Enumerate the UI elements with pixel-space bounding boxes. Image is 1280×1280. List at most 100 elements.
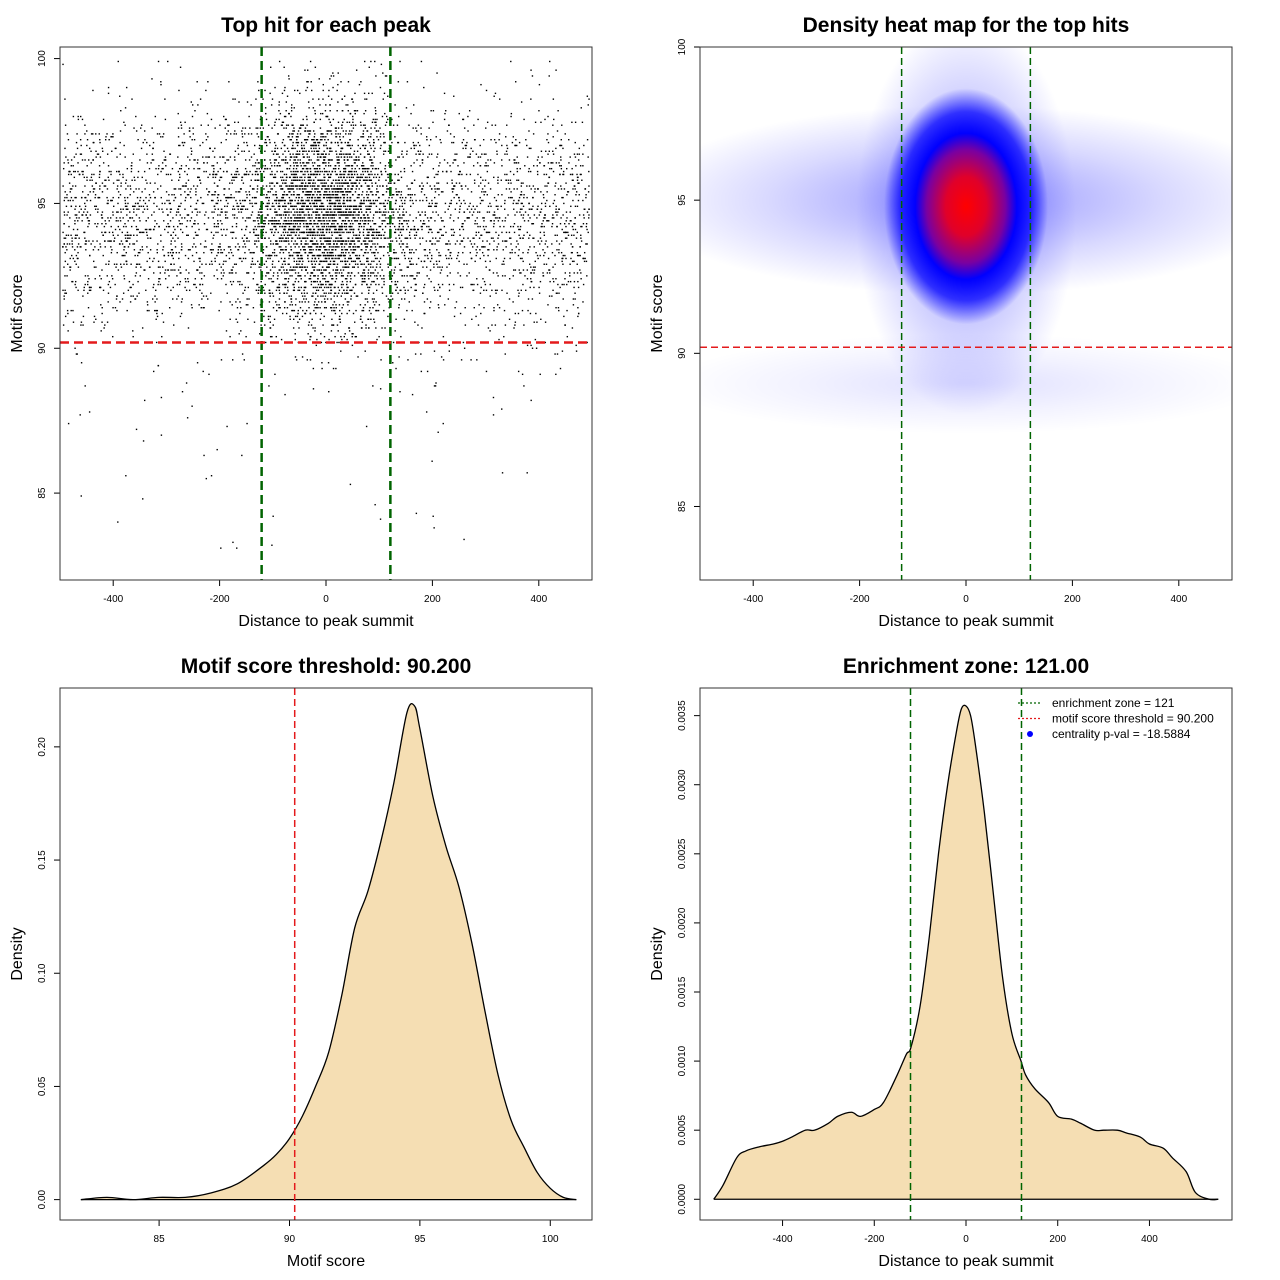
- scatter-point: [223, 260, 225, 263]
- scatter-point: [195, 251, 198, 254]
- scatter-point: [463, 211, 465, 213]
- scatter-point: [144, 202, 147, 205]
- scatter-point: [312, 295, 314, 297]
- scatter-point: [126, 309, 128, 312]
- scatter-point: [126, 196, 129, 199]
- scatter-point: [328, 170, 330, 173]
- scatter-point: [371, 182, 373, 184]
- scatter-point: [374, 110, 377, 112]
- scatter-point: [413, 147, 416, 150]
- scatter-point: [274, 225, 277, 228]
- scatter-point: [145, 179, 147, 181]
- scatter-point: [436, 188, 438, 190]
- scatter-point: [302, 167, 305, 170]
- scatter-point: [547, 304, 549, 306]
- scatter-point: [348, 173, 350, 176]
- scatter-point: [348, 214, 351, 216]
- scatter-point: [293, 107, 295, 109]
- scatter-point: [95, 318, 97, 320]
- scatter-point: [497, 220, 500, 222]
- scatter-point: [383, 136, 385, 138]
- scatter-point: [326, 257, 328, 260]
- scatter-point: [360, 243, 363, 245]
- scatter-point: [75, 196, 77, 199]
- scatter-point: [445, 254, 447, 257]
- scatter-point: [353, 170, 356, 173]
- scatter-point: [180, 301, 183, 303]
- scatter-point: [201, 202, 204, 205]
- scatter-point: [91, 179, 93, 181]
- scatter-point: [141, 231, 144, 234]
- scatter-point: [302, 124, 304, 126]
- scatter-point: [292, 185, 295, 187]
- scatter-point: [129, 234, 131, 236]
- scatter-point: [369, 159, 371, 161]
- scatter-point: [468, 205, 470, 208]
- scatter-point: [562, 254, 564, 257]
- scatter-point: [539, 243, 541, 245]
- scatter-point: [184, 199, 186, 202]
- scatter-point: [337, 211, 339, 213]
- scatter-point: [411, 228, 413, 231]
- scatter-point: [509, 225, 512, 228]
- scatter-point: [289, 315, 291, 318]
- scatter-point: [124, 246, 126, 248]
- scatter-point: [320, 286, 322, 289]
- scatter-point: [124, 237, 127, 239]
- scatter-point: [228, 124, 230, 126]
- scatter-point: [113, 205, 115, 208]
- scatter-point: [313, 275, 315, 277]
- scatter-point: [225, 330, 228, 332]
- scatter-point: [296, 165, 298, 167]
- scatter-point: [549, 272, 551, 274]
- scatter-point: [473, 237, 475, 239]
- scatter-point: [180, 124, 183, 126]
- scatter-point: [397, 257, 400, 260]
- scatter-point: [364, 275, 367, 277]
- scatter-point: [501, 194, 503, 196]
- scatter-point: [142, 199, 145, 202]
- scatter-point: [516, 179, 518, 181]
- scatter-point: [338, 205, 341, 208]
- scatter-point: [523, 194, 525, 196]
- scatter-point: [537, 257, 539, 260]
- scatter-point: [106, 275, 108, 277]
- scatter-point: [384, 170, 387, 173]
- scatter-point: [406, 150, 408, 152]
- scatter-point: [441, 283, 444, 286]
- scatter-point: [338, 217, 341, 219]
- scatter-point: [448, 263, 450, 265]
- scatter-point: [220, 278, 223, 280]
- scatter-point: [503, 257, 506, 260]
- scatter-point: [184, 121, 186, 124]
- scatter-point: [488, 211, 491, 213]
- scatter-point: [95, 205, 98, 208]
- scatter-point: [97, 211, 99, 213]
- scatter-point: [530, 147, 532, 150]
- scatter-point: [233, 231, 235, 234]
- scatter-point: [249, 127, 251, 129]
- scatter-point: [378, 217, 381, 219]
- scatter-point: [94, 196, 96, 199]
- scatter-point: [497, 205, 499, 208]
- scatter-point: [310, 214, 313, 216]
- scatter-point: [409, 263, 412, 265]
- scatter-point: [119, 301, 121, 303]
- scatter-point: [482, 199, 484, 202]
- scatter-point: [152, 159, 155, 161]
- scatter-point: [432, 167, 435, 170]
- scatter-point: [300, 231, 303, 234]
- scatter-point: [293, 127, 295, 129]
- scatter-point: [115, 266, 117, 268]
- scatter-point: [292, 188, 295, 190]
- scatter-point: [287, 124, 290, 126]
- scatter-point: [583, 260, 586, 263]
- scatter-point: [558, 243, 561, 245]
- scatter-point: [146, 260, 148, 263]
- scatter-point: [197, 159, 199, 161]
- scatter-point: [360, 263, 362, 265]
- scatter-point: [246, 170, 248, 173]
- scatter-point: [410, 275, 413, 277]
- scatter-point: [298, 246, 300, 248]
- scatter-point: [355, 309, 357, 312]
